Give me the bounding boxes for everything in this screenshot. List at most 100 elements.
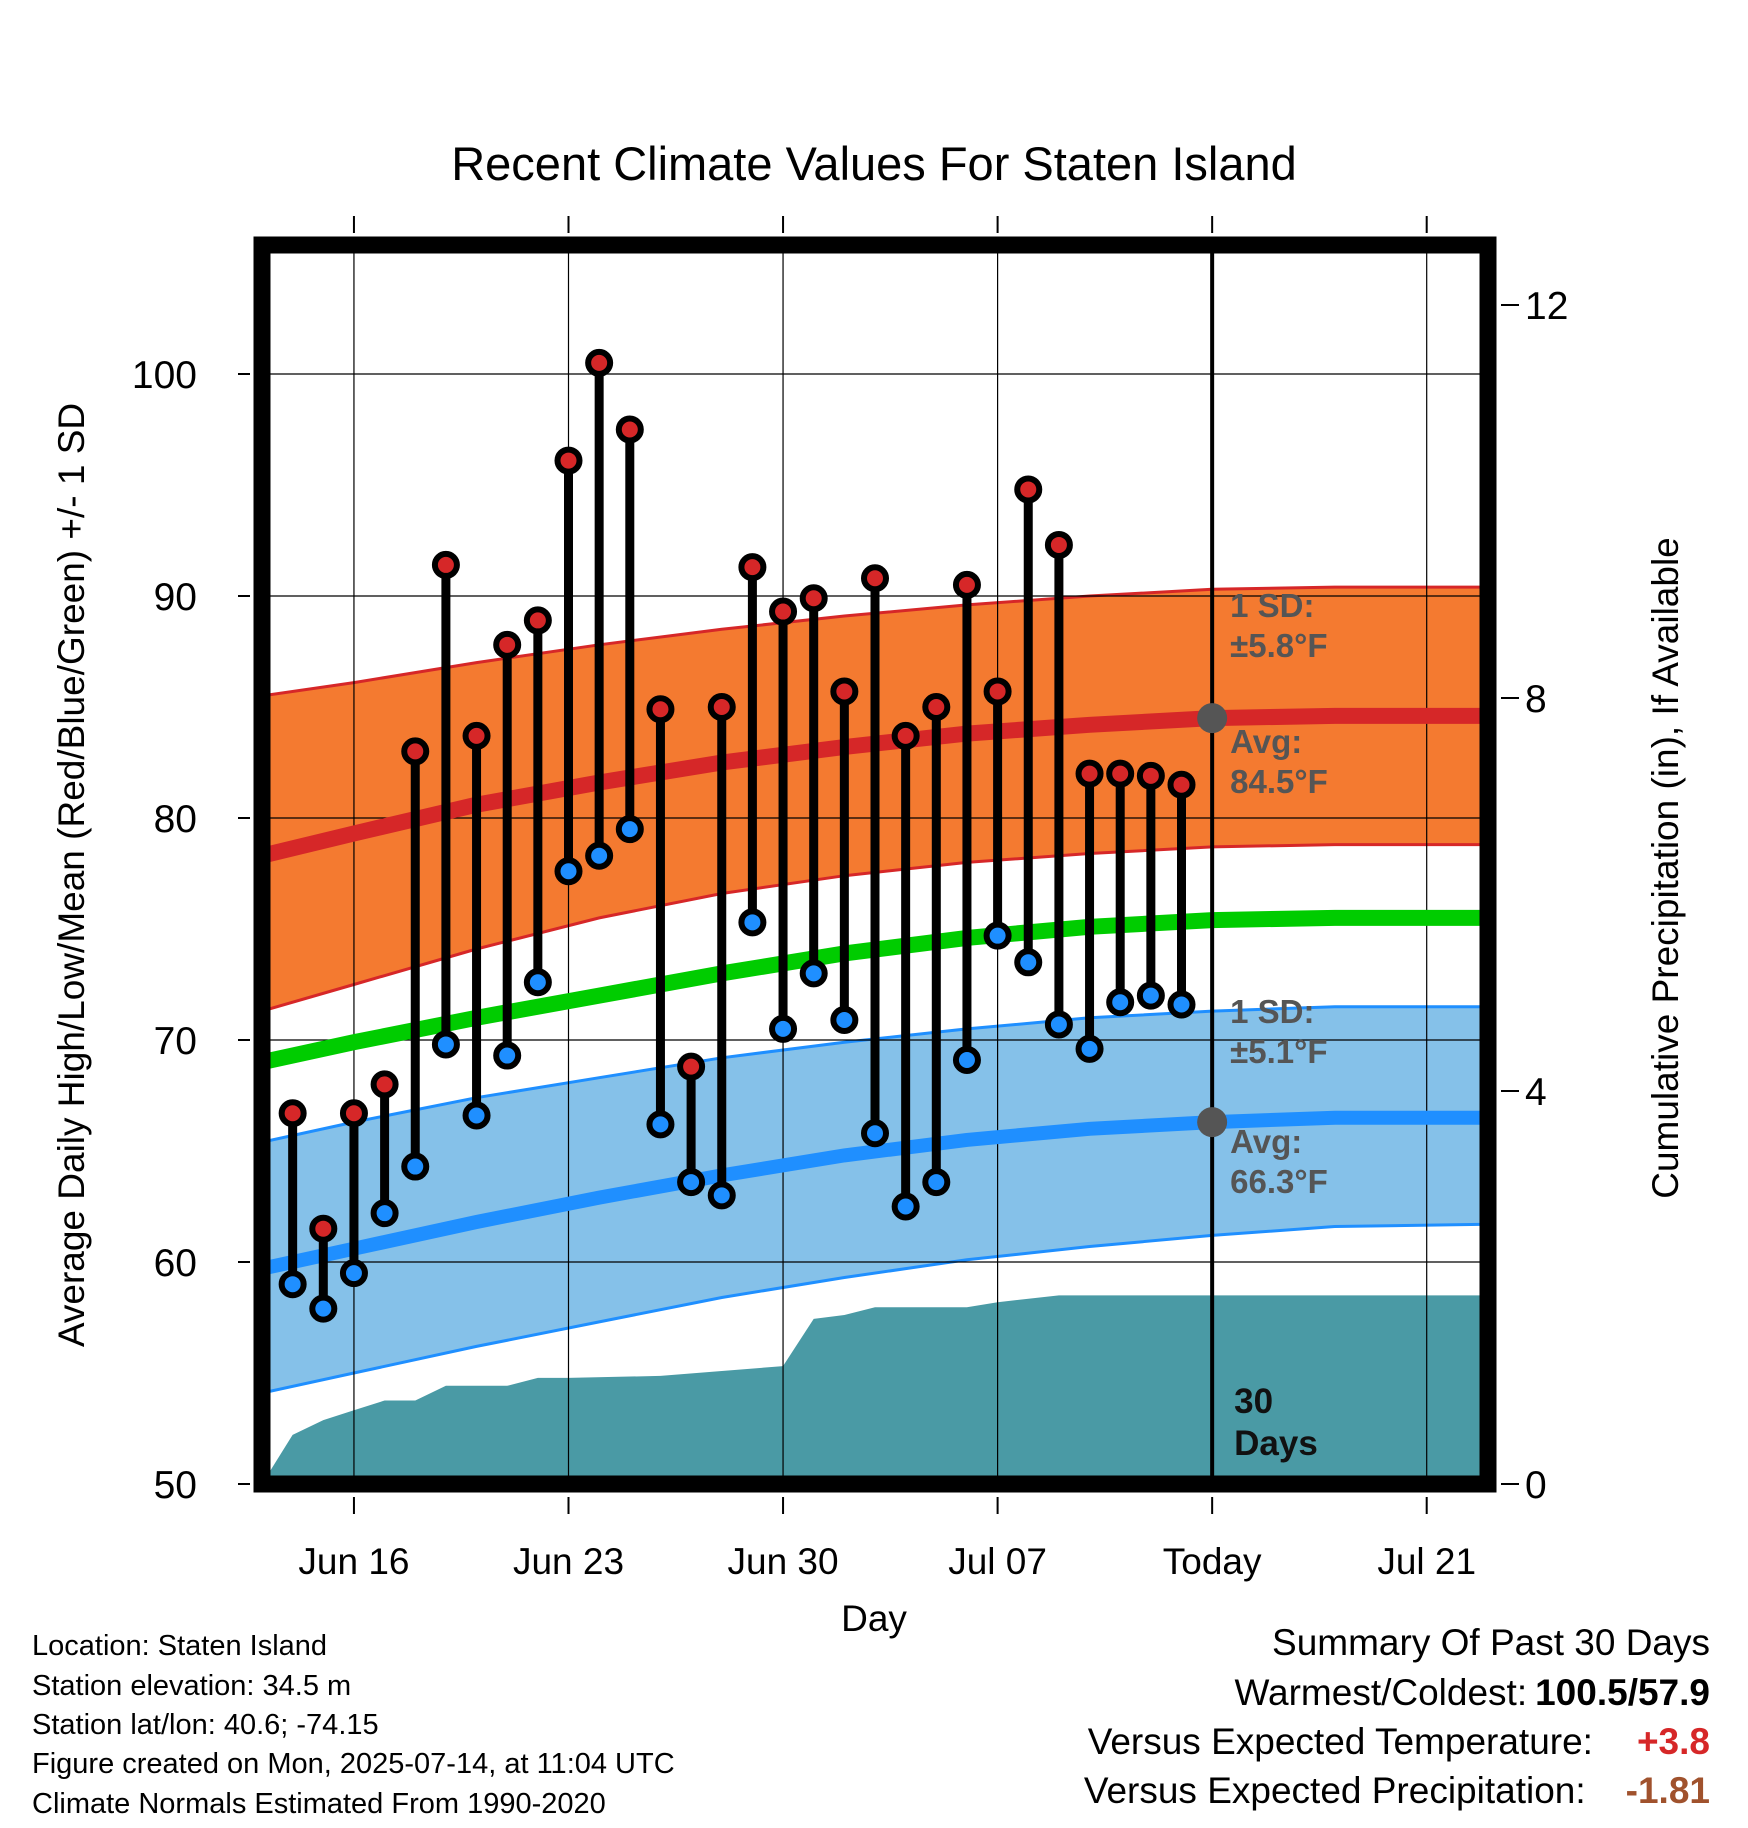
daily-low-point	[370, 1199, 399, 1228]
daily-high-point	[769, 597, 798, 626]
today-low-avg-marker	[1197, 1107, 1228, 1138]
daily-low-point	[1167, 990, 1196, 1019]
daily-high-point	[1014, 475, 1043, 504]
daily-high-point	[493, 630, 522, 659]
daily-high-point	[738, 553, 767, 582]
y2-tick-label: 8	[1525, 678, 1547, 721]
summary-temp: Versus Expected Temperature: +3.8	[1088, 1723, 1710, 1760]
info-created: Figure created on Mon, 2025-07-14, at 11…	[32, 1748, 675, 1780]
daily-low-point	[309, 1294, 338, 1323]
summary-warm-cold-label: Warmest/Coldest:	[1234, 1672, 1528, 1713]
summary-temp-value: +3.8	[1636, 1721, 1710, 1762]
x-tick-label: Jun 30	[728, 1541, 839, 1582]
x-tick-label: Jun 16	[298, 1541, 409, 1582]
daily-high-point	[339, 1099, 368, 1128]
daily-low-point	[952, 1045, 981, 1074]
daily-low-point	[401, 1152, 430, 1181]
daily-low-point	[278, 1270, 307, 1299]
daily-high-point	[1167, 770, 1196, 799]
daily-low-point	[339, 1259, 368, 1288]
daily-low-point	[830, 1006, 859, 1035]
plot-frame	[253, 236, 1497, 1493]
high-avg-label: Avg:	[1230, 723, 1302, 760]
precip-days-number: 30	[1234, 1382, 1273, 1421]
daily-low-point	[462, 1101, 491, 1130]
low-avg-label: Avg:	[1230, 1123, 1302, 1160]
daily-low-point	[554, 857, 583, 886]
info-location: Location: Staten Island	[32, 1630, 328, 1662]
daily-low-point	[1136, 981, 1165, 1010]
high-sd-value: ±5.8°F	[1230, 627, 1327, 664]
daily-high-point	[554, 446, 583, 475]
daily-low-point	[922, 1168, 951, 1197]
daily-high-point	[861, 564, 889, 593]
daily-high-point	[1044, 530, 1073, 559]
daily-low-point	[799, 959, 828, 988]
summary-warm-cold: Warmest/Coldest: 100.5/57.9	[1234, 1674, 1710, 1711]
daily-low-point	[738, 908, 767, 937]
daily-high-point	[462, 721, 491, 750]
daily-high-point	[891, 721, 920, 750]
normal-low-line	[262, 1110, 1488, 1276]
daily-low-point	[769, 1014, 798, 1043]
y-tick-label: 100	[132, 354, 197, 397]
daily-high-point	[983, 677, 1012, 706]
daily-low-point	[677, 1168, 706, 1197]
daily-high-point	[646, 695, 675, 724]
low-sd-band-upper-edge	[262, 1005, 1488, 1144]
daily-low-point	[615, 815, 644, 844]
x-axis-label: Day	[841, 1598, 907, 1639]
x-tick-label: Jun 23	[513, 1541, 624, 1582]
x-tick-label: Today	[1163, 1541, 1262, 1582]
daily-high-point	[1136, 761, 1165, 790]
daily-high-point	[585, 348, 614, 377]
today-high-avg-marker	[1197, 703, 1228, 734]
y-axis-label: Average Daily High/Low/Mean (Red/Blue/Gr…	[51, 403, 92, 1347]
daily-high-point	[431, 550, 460, 579]
high-sd-band-upper-edge	[262, 585, 1488, 698]
low-sd-value: ±5.1°F	[1230, 1033, 1327, 1070]
plot-area	[262, 245, 1488, 1484]
summary-heading: Summary Of Past 30 Days	[1272, 1622, 1710, 1663]
summary-precip-value: -1.81	[1625, 1770, 1710, 1811]
y-tick-label: 60	[154, 1242, 197, 1285]
daily-low-point	[1075, 1034, 1104, 1063]
low-sd-band-lower-edge	[262, 1222, 1488, 1395]
daily-high-point	[309, 1214, 338, 1243]
daily-high-point	[523, 606, 552, 635]
daily-low-point	[493, 1041, 522, 1070]
high-sd-label: 1 SD:	[1230, 587, 1314, 624]
daily-low-point	[707, 1181, 736, 1210]
info-elevation: Station elevation: 34.5 m	[32, 1670, 352, 1702]
daily-high-point	[677, 1052, 706, 1081]
y-tick-label: 80	[154, 798, 197, 841]
high-avg-value: 84.5°F	[1230, 763, 1328, 800]
y-tick-label: 50	[154, 1464, 197, 1507]
daily-high-point	[615, 415, 644, 444]
daily-high-point	[922, 693, 951, 721]
info-normals: Climate Normals Estimated From 1990-2020	[32, 1788, 606, 1820]
summary-precip: Versus Expected Precipitation: -1.81	[1084, 1772, 1710, 1809]
y2-tick-label: 12	[1525, 285, 1568, 328]
summary-warm-cold-value: 100.5/57.9	[1535, 1672, 1710, 1713]
y2-axis-label: Cumulative Precipitation (in), If Availa…	[1645, 537, 1686, 1199]
y2-tick-label: 4	[1525, 1071, 1547, 1114]
daily-low-point	[1044, 1010, 1073, 1039]
x-tick-label: Jul 21	[1377, 1541, 1476, 1582]
summary-temp-label: Versus Expected Temperature:	[1087, 1721, 1593, 1762]
daily-low-point	[431, 1030, 460, 1059]
daily-low-point	[861, 1119, 889, 1148]
daily-high-point	[707, 693, 736, 721]
daily-high-point	[1106, 759, 1135, 788]
daily-high-point	[370, 1070, 399, 1099]
daily-low-point	[523, 968, 552, 997]
y-tick-label: 90	[154, 576, 197, 619]
daily-high-point	[401, 737, 430, 766]
low-sd-label: 1 SD:	[1230, 993, 1314, 1030]
y-tick-label: 70	[154, 1020, 197, 1063]
daily-high-point	[1075, 759, 1104, 788]
daily-high-point	[278, 1099, 307, 1128]
x-tick-label: Jul 07	[948, 1541, 1047, 1582]
low-avg-value: 66.3°F	[1230, 1163, 1328, 1200]
